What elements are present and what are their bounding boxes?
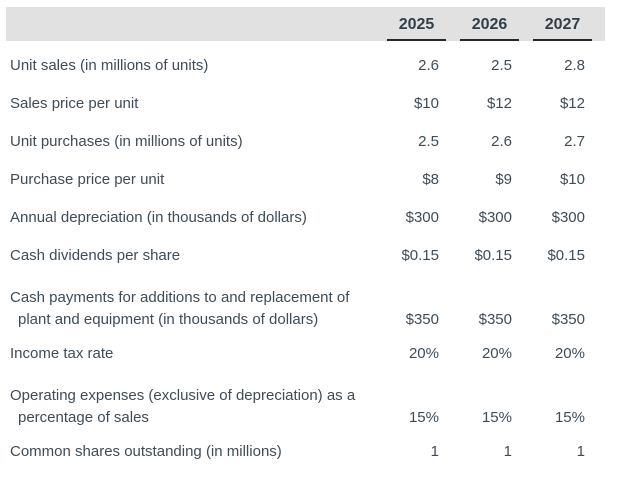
cell-2025: 20% bbox=[408, 345, 439, 362]
cell-2025: 1 bbox=[430, 443, 439, 460]
row-common-shares: Common shares outstanding (in millions) … bbox=[6, 433, 605, 471]
row-cash-payments-plant-equipment: Cash payments for additions to and repla… bbox=[6, 275, 605, 335]
cell-2025: $0.15 bbox=[401, 247, 439, 264]
row-cash-dividends: Cash dividends per share $0.15 $0.15 $0.… bbox=[6, 237, 605, 275]
row-label-line: Income tax rate bbox=[10, 345, 114, 362]
row-label: Operating expenses (exclusive of depreci… bbox=[6, 385, 373, 429]
column-header-label: 2027 bbox=[533, 15, 592, 41]
table-body: Unit sales (in millions of units) 2.6 2.… bbox=[6, 41, 605, 471]
cell-2025: $350 bbox=[405, 311, 439, 328]
row-label-line: percentage of sales bbox=[18, 409, 149, 426]
row-label-line: Sales price per unit bbox=[10, 95, 139, 112]
cell-2025: $8 bbox=[422, 171, 439, 188]
cell-2025: 2.6 bbox=[418, 57, 439, 74]
row-label-line: Operating expenses (exclusive of depreci… bbox=[10, 387, 356, 404]
table-header-row: 2025 2026 2027 bbox=[6, 7, 605, 41]
row-label: Unit purchases (in millions of units) bbox=[6, 131, 373, 153]
column-header-label: 2026 bbox=[460, 15, 519, 41]
cell-2026: 20% bbox=[481, 345, 512, 362]
cell-2027: 1 bbox=[576, 443, 585, 460]
column-header-2025: 2025 bbox=[373, 15, 446, 41]
row-label: Sales price per unit bbox=[6, 93, 373, 115]
row-label-line: Unit sales (in millions of units) bbox=[10, 57, 209, 74]
cell-2025: 15% bbox=[408, 409, 439, 426]
row-label-line: Unit purchases (in millions of units) bbox=[10, 133, 243, 150]
cell-2026: 15% bbox=[481, 409, 512, 426]
financial-assumptions-table: 2025 2026 2027 Unit sales (in millions o… bbox=[6, 7, 605, 471]
cell-2026: 2.6 bbox=[491, 133, 512, 150]
row-label: Income tax rate bbox=[6, 343, 373, 365]
row-label: Common shares outstanding (in millions) bbox=[6, 441, 373, 463]
cell-2026: $300 bbox=[478, 209, 512, 226]
cell-2027: $300 bbox=[551, 209, 585, 226]
cell-2026: 2.5 bbox=[491, 57, 512, 74]
cell-2027: 2.7 bbox=[564, 133, 585, 150]
row-unit-sales: Unit sales (in millions of units) 2.6 2.… bbox=[6, 47, 605, 85]
cell-2027: 15% bbox=[554, 409, 585, 426]
column-header-2027: 2027 bbox=[519, 15, 592, 41]
row-label-line: Cash payments for additions to and repla… bbox=[10, 289, 350, 306]
cell-2027: $12 bbox=[559, 95, 585, 112]
row-sales-price: Sales price per unit $10 $12 $12 bbox=[6, 85, 605, 123]
row-label-line: Common shares outstanding (in millions) bbox=[10, 443, 282, 460]
row-label: Purchase price per unit bbox=[6, 169, 373, 191]
row-label-line: Purchase price per unit bbox=[10, 171, 165, 188]
row-label: Annual depreciation (in thousands of dol… bbox=[6, 207, 373, 229]
row-income-tax-rate: Income tax rate 20% 20% 20% bbox=[6, 335, 605, 373]
cell-2026: $12 bbox=[486, 95, 512, 112]
row-label-line: Cash dividends per share bbox=[10, 247, 181, 264]
cell-2025: 2.5 bbox=[418, 133, 439, 150]
cell-2025: $10 bbox=[413, 95, 439, 112]
cell-2027: 20% bbox=[554, 345, 585, 362]
column-header-label: 2025 bbox=[387, 15, 446, 41]
cell-2026: $9 bbox=[495, 171, 512, 188]
row-label: Cash payments for additions to and repla… bbox=[6, 287, 373, 331]
row-label-line: plant and equipment (in thousands of dol… bbox=[18, 311, 319, 328]
cell-2027: $0.15 bbox=[547, 247, 585, 264]
row-operating-expenses: Operating expenses (exclusive of depreci… bbox=[6, 373, 605, 433]
column-header-2026: 2026 bbox=[446, 15, 519, 41]
cell-2026: $350 bbox=[478, 311, 512, 328]
cell-2026: $0.15 bbox=[474, 247, 512, 264]
cell-2027: $350 bbox=[551, 311, 585, 328]
row-annual-depreciation: Annual depreciation (in thousands of dol… bbox=[6, 199, 605, 237]
cell-2026: 1 bbox=[503, 443, 512, 460]
row-label-line: Annual depreciation (in thousands of dol… bbox=[10, 209, 307, 226]
row-unit-purchases: Unit purchases (in millions of units) 2.… bbox=[6, 123, 605, 161]
cell-2027: $10 bbox=[559, 171, 585, 188]
row-label: Cash dividends per share bbox=[6, 245, 373, 267]
row-purchase-price: Purchase price per unit $8 $9 $10 bbox=[6, 161, 605, 199]
cell-2025: $300 bbox=[405, 209, 439, 226]
row-label: Unit sales (in millions of units) bbox=[6, 55, 373, 77]
cell-2027: 2.8 bbox=[564, 57, 585, 74]
